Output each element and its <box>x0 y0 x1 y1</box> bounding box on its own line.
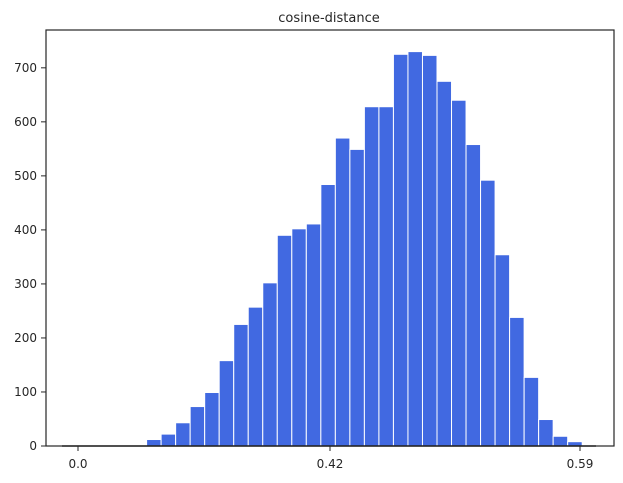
histogram-bar <box>378 106 394 447</box>
histogram-bar <box>175 422 191 447</box>
histogram-bar <box>523 376 540 447</box>
histogram-bar <box>538 419 554 447</box>
histogram-bar <box>552 435 569 447</box>
histogram-bar <box>349 148 365 447</box>
histogram-bar <box>247 306 264 447</box>
histogram-bar <box>233 323 249 447</box>
y-tick-label: 700 <box>14 61 37 75</box>
y-tick-label: 300 <box>14 277 37 291</box>
histogram-bar <box>146 439 162 447</box>
histogram-bar <box>494 254 511 447</box>
histogram-bar <box>509 316 525 447</box>
x-axis: 0.0 0.42 0.59 <box>62 445 596 471</box>
histogram-bar <box>204 392 220 447</box>
histogram-bar <box>480 179 496 447</box>
y-axis: 0 100 200 300 400 500 600 700 <box>14 61 46 453</box>
histogram-bar <box>160 433 177 447</box>
histogram-bar <box>291 228 307 447</box>
histogram-bar <box>334 137 351 447</box>
histogram-bar <box>407 51 423 447</box>
histogram-bar <box>262 282 278 447</box>
y-tick-label: 200 <box>14 331 37 345</box>
histogram-bar <box>363 106 380 447</box>
x-tick-label: 0.59 <box>567 457 594 471</box>
histogram-bar <box>421 54 438 447</box>
chart-title: cosine-distance <box>278 11 380 26</box>
histogram-bar <box>320 184 336 447</box>
histogram-bar <box>305 223 322 447</box>
y-tick-label: 400 <box>14 223 37 237</box>
plot-frame <box>45 29 615 447</box>
histogram-bar <box>276 234 293 447</box>
histogram-bar <box>392 53 409 447</box>
y-tick-label: 0 <box>29 439 37 453</box>
x-tick-label: 0.0 <box>68 457 87 471</box>
x-tick-label: 0.42 <box>317 457 344 471</box>
y-tick-label: 500 <box>14 169 37 183</box>
histogram-bar <box>436 80 453 447</box>
histogram-bar <box>218 360 235 447</box>
bars-group <box>146 51 583 447</box>
histogram-bar <box>189 406 206 447</box>
y-tick-label: 100 <box>14 385 37 399</box>
y-tick-label: 600 <box>14 115 37 129</box>
histogram-bar <box>465 144 482 447</box>
histogram-bar <box>451 99 467 447</box>
